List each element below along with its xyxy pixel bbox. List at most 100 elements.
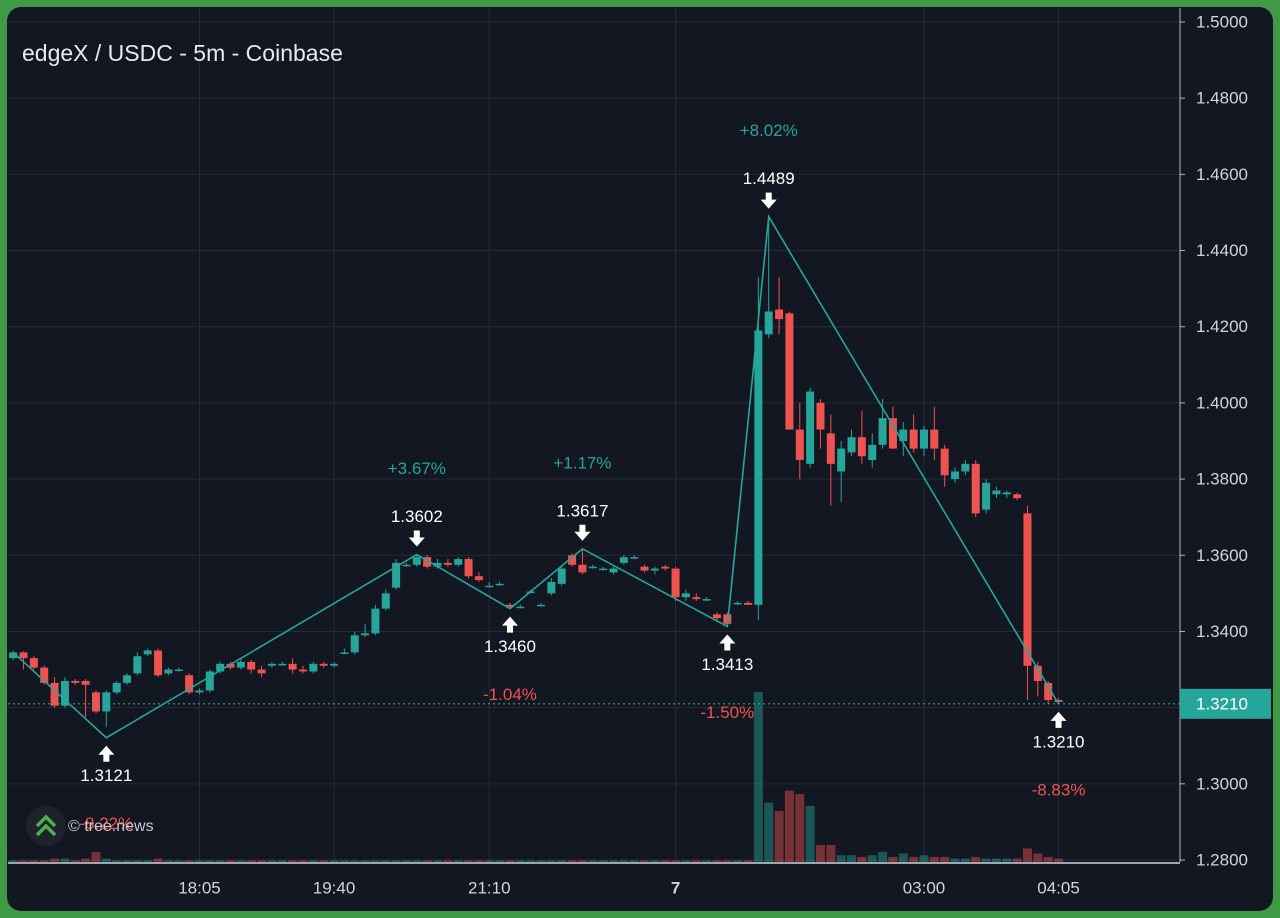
volume-bar: [681, 860, 691, 862]
candles-layer: [9, 216, 1063, 727]
volume-bar: [1022, 848, 1032, 862]
candle-body: [537, 604, 546, 607]
volume-bar: [39, 860, 49, 862]
pivot-arrow-up: [98, 745, 115, 762]
candle-body: [837, 448, 846, 472]
candle-body: [775, 309, 784, 320]
volume-bar: [640, 860, 650, 862]
volume-bar: [940, 856, 950, 862]
volume-bar: [919, 855, 929, 862]
volume-bar: [546, 860, 556, 862]
pivot-change: -8.22%: [79, 814, 133, 833]
volume-bar: [122, 860, 132, 862]
candle-body: [640, 566, 649, 571]
pivot-change: +1.17%: [553, 453, 611, 472]
volume-bar: [1033, 853, 1043, 862]
candle-body: [40, 667, 49, 683]
candle-body: [1033, 665, 1042, 681]
volume-bar: [929, 856, 939, 862]
volume-bar: [733, 860, 743, 862]
x-tick-label: 03:00: [903, 878, 946, 897]
last-price-label: 1.3210: [1196, 694, 1248, 713]
candle-body: [174, 669, 183, 672]
volume-bar: [608, 860, 618, 862]
volume-bar: [774, 811, 784, 862]
candle-body: [392, 562, 401, 588]
pivot-label: 1.3121: [80, 766, 132, 785]
candle-body: [816, 402, 825, 430]
chart: 1.3121 -8.22% 1.3602 +3.67% 1.3460 -1.04% 1.36…: [8, 8, 1271, 897]
pivot-label: 1.3460: [484, 637, 536, 656]
candle-body: [443, 562, 452, 565]
candle-body: [19, 652, 28, 659]
volume-bar: [888, 856, 898, 862]
x-tick-label: 18:05: [178, 878, 221, 897]
pivot-arrow-up: [1050, 711, 1067, 728]
volume-bar: [505, 860, 515, 862]
volume-bar: [319, 860, 329, 862]
candle-body: [940, 448, 949, 476]
candle-body: [319, 663, 328, 666]
volume-bar: [484, 860, 494, 862]
volume-bar: [453, 860, 463, 862]
candle-body: [102, 692, 111, 712]
volume-bar: [526, 860, 536, 862]
candle-body: [888, 418, 897, 449]
candle-body: [50, 682, 59, 706]
grid: [8, 8, 1180, 862]
volume-bar: [660, 860, 670, 862]
volume-bar: [960, 858, 970, 862]
pivot-arrow-up: [719, 634, 736, 651]
candle-body: [112, 682, 121, 693]
candle-body: [164, 669, 173, 674]
y-tick-label: 1.4200: [1196, 317, 1248, 336]
volume-bar: [257, 860, 267, 862]
volume-bar: [401, 860, 411, 862]
candle-body: [236, 661, 245, 668]
y-tick-label: 1.3400: [1196, 622, 1248, 641]
volume-bar: [433, 860, 443, 862]
volume-bar: [474, 860, 484, 862]
pivot-change: -1.04%: [483, 685, 537, 704]
volume-bar: [308, 860, 318, 862]
volume-bar: [795, 794, 805, 862]
volume-bar: [702, 860, 712, 862]
volume-bar: [836, 855, 846, 862]
volume-bar: [412, 860, 422, 862]
candle-body: [1023, 513, 1032, 666]
y-tick-label: 1.3600: [1196, 546, 1248, 565]
volume-bar: [867, 855, 877, 862]
watermark-text: © tree.news: [68, 818, 154, 835]
candle-body: [133, 656, 142, 674]
y-tick-label: 1.4800: [1196, 89, 1248, 108]
candle-body: [919, 429, 928, 449]
volume-bar: [981, 858, 991, 862]
volume-bar: [857, 856, 867, 862]
y-tick-label: 1.3800: [1196, 470, 1248, 489]
volume-bar: [650, 860, 660, 862]
candle-body: [619, 557, 628, 563]
volume-bar: [515, 860, 525, 862]
last-price-tag: [1180, 688, 1271, 719]
volume-bar: [753, 692, 763, 862]
volume-bar: [8, 860, 18, 862]
volume-bar: [1002, 858, 1012, 862]
volume-layer: [8, 692, 1064, 862]
volume-bar: [629, 860, 639, 862]
volume-bar: [826, 845, 836, 862]
axis-layer: 1.28001.30001.32001.34001.36001.38001.40…: [178, 12, 1271, 897]
volume-bar: [288, 860, 298, 862]
candle-body: [81, 680, 90, 685]
volume-bar: [567, 860, 577, 862]
volume-bar: [29, 860, 39, 862]
candle-body: [857, 437, 866, 457]
candle-body: [298, 669, 307, 672]
volume-bar: [577, 860, 587, 862]
candle-body: [1002, 492, 1011, 495]
candle-body: [423, 557, 432, 567]
zigzag-line: [12, 214, 1060, 739]
volume-bar: [101, 858, 111, 862]
candle-body: [516, 606, 525, 609]
zigzag-layer: 1.3121 -8.22% 1.3602 +3.67% 1.3460 -1.04% 1.36…: [8, 121, 1180, 833]
